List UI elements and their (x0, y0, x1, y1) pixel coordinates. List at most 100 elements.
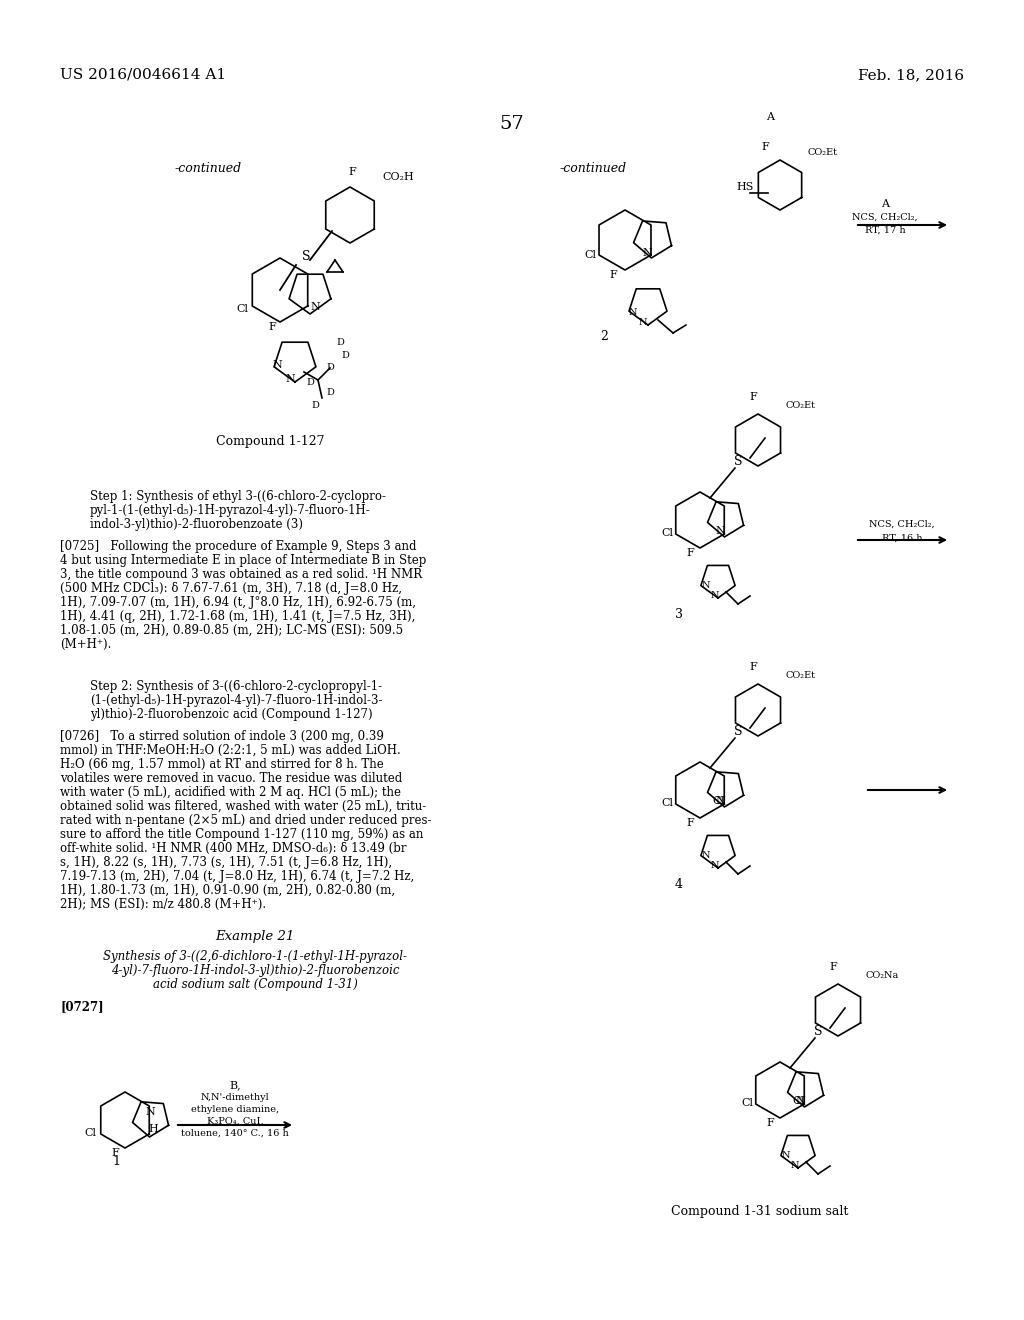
Text: NCS, CH₂Cl₂,: NCS, CH₂Cl₂, (852, 213, 918, 222)
Text: s, 1H), 8.22 (s, 1H), 7.73 (s, 1H), 7.51 (t, J=6.8 Hz, 1H),: s, 1H), 8.22 (s, 1H), 7.73 (s, 1H), 7.51… (60, 855, 392, 869)
Text: (1-(ethyl-d₅)-1H-pyrazol-4-yl)-7-fluoro-1H-indol-3-: (1-(ethyl-d₅)-1H-pyrazol-4-yl)-7-fluoro-… (90, 694, 383, 708)
Text: Example 21: Example 21 (215, 931, 295, 942)
Text: rated with n-pentane (2×5 mL) and dried under reduced pres-: rated with n-pentane (2×5 mL) and dried … (60, 814, 431, 828)
Text: N: N (795, 1096, 805, 1106)
Text: Cl: Cl (662, 799, 673, 808)
Text: ethylene diamine,: ethylene diamine, (190, 1105, 280, 1114)
Text: CO₂H: CO₂H (382, 172, 414, 182)
Text: 1H), 1.80-1.73 (m, 1H), 0.91-0.90 (m, 2H), 0.82-0.80 (m,: 1H), 1.80-1.73 (m, 1H), 0.91-0.90 (m, 2H… (60, 884, 395, 898)
Text: 3, the title compound 3 was obtained as a red solid. ¹H NMR: 3, the title compound 3 was obtained as … (60, 568, 422, 581)
Text: H: H (148, 1125, 158, 1134)
Text: Cl: Cl (84, 1129, 96, 1138)
Text: toluene, 140° C., 16 h: toluene, 140° C., 16 h (181, 1129, 289, 1138)
Text: Cl: Cl (662, 528, 673, 539)
Text: D: D (326, 363, 334, 372)
Text: 57: 57 (500, 115, 524, 133)
Text: D: D (311, 401, 318, 411)
Text: Feb. 18, 2016: Feb. 18, 2016 (858, 69, 964, 82)
Text: N: N (711, 591, 719, 601)
Text: 2H); MS (ESI): m/z 480.8 (M+H⁺).: 2H); MS (ESI): m/z 480.8 (M+H⁺). (60, 898, 266, 911)
Text: obtained solid was filtered, washed with water (25 mL), tritu-: obtained solid was filtered, washed with… (60, 800, 426, 813)
Text: N: N (272, 360, 282, 370)
Text: D: D (326, 388, 334, 397)
Text: Cl: Cl (712, 796, 724, 807)
Text: A: A (766, 112, 774, 121)
Text: [0726]   To a stirred solution of indole 3 (200 mg, 0.39: [0726] To a stirred solution of indole 3… (60, 730, 384, 743)
Text: S: S (734, 455, 742, 469)
Text: yl)thio)-2-fluorobenzoic acid (Compound 1-127): yl)thio)-2-fluorobenzoic acid (Compound … (90, 708, 373, 721)
Text: acid sodium salt (Compound 1-31): acid sodium salt (Compound 1-31) (153, 978, 357, 991)
Text: Synthesis of 3-((2,6-dichloro-1-(1-ethyl-1H-pyrazol-: Synthesis of 3-((2,6-dichloro-1-(1-ethyl… (103, 950, 407, 964)
Text: Cl: Cl (792, 1096, 804, 1106)
Text: HS: HS (736, 182, 754, 191)
Text: F: F (609, 271, 616, 280)
Text: K₃PO₄, CuI,: K₃PO₄, CuI, (207, 1117, 263, 1126)
Text: H₂O (66 mg, 1.57 mmol) at RT and stirred for 8 h. The: H₂O (66 mg, 1.57 mmol) at RT and stirred… (60, 758, 384, 771)
Text: S: S (302, 249, 310, 263)
Text: volatiles were removed in vacuo. The residue was diluted: volatiles were removed in vacuo. The res… (60, 772, 402, 785)
Text: pyl-1-(1-(ethyl-d₅)-1H-pyrazol-4-yl)-7-fluoro-1H-: pyl-1-(1-(ethyl-d₅)-1H-pyrazol-4-yl)-7-f… (90, 504, 371, 517)
Text: F: F (750, 392, 757, 403)
Text: NCS, CH₂Cl₂,: NCS, CH₂Cl₂, (869, 520, 935, 529)
Text: 4 but using Intermediate E in place of Intermediate B in Step: 4 but using Intermediate E in place of I… (60, 554, 426, 568)
Text: CO₂Et: CO₂Et (808, 148, 838, 157)
Text: N: N (701, 851, 711, 861)
Text: D: D (341, 351, 349, 360)
Text: N: N (310, 302, 319, 312)
Text: 3: 3 (675, 609, 683, 620)
Text: S: S (814, 1026, 822, 1038)
Text: (500 MHz CDCl₃): δ 7.67-7.61 (m, 3H), 7.18 (d, J=8.0 Hz,: (500 MHz CDCl₃): δ 7.67-7.61 (m, 3H), 7.… (60, 582, 402, 595)
Text: 1.08-1.05 (m, 2H), 0.89-0.85 (m, 2H); LC-MS (ESI): 509.5: 1.08-1.05 (m, 2H), 0.89-0.85 (m, 2H); LC… (60, 624, 403, 638)
Text: Cl: Cl (236, 304, 248, 314)
Text: N: N (285, 374, 295, 384)
Text: Compound 1-31 sodium salt: Compound 1-31 sodium salt (672, 1205, 849, 1218)
Text: mmol) in THF:MeOH:H₂O (2:2:1, 5 mL) was added LiOH.: mmol) in THF:MeOH:H₂O (2:2:1, 5 mL) was … (60, 744, 400, 756)
Text: -continued: -continued (560, 162, 627, 176)
Text: [0727]: [0727] (60, 1001, 103, 1012)
Text: 4-yl)-7-fluoro-1H-indol-3-yl)thio)-2-fluorobenzoic: 4-yl)-7-fluoro-1H-indol-3-yl)thio)-2-flu… (111, 964, 399, 977)
Text: N: N (711, 861, 719, 870)
Text: Cl: Cl (741, 1098, 753, 1107)
Text: N: N (642, 248, 652, 257)
Text: CO₂Na: CO₂Na (866, 972, 899, 979)
Text: indol-3-yl)thio)-2-fluorobenzoate (3): indol-3-yl)thio)-2-fluorobenzoate (3) (90, 517, 303, 531)
Text: 4: 4 (675, 878, 683, 891)
Text: RT, 16 h: RT, 16 h (882, 535, 923, 543)
Text: F: F (348, 168, 356, 177)
Text: S: S (734, 725, 742, 738)
Text: [0725]   Following the procedure of Example 9, Steps 3 and: [0725] Following the procedure of Exampl… (60, 540, 417, 553)
Text: N: N (639, 318, 647, 327)
Text: N: N (715, 525, 725, 536)
Text: CO₂Et: CO₂Et (786, 671, 816, 680)
Text: 7.19-7.13 (m, 2H), 7.04 (t, J=8.0 Hz, 1H), 6.74 (t, J=7.2 Hz,: 7.19-7.13 (m, 2H), 7.04 (t, J=8.0 Hz, 1H… (60, 870, 415, 883)
Text: D: D (306, 378, 314, 387)
Text: A: A (881, 199, 889, 209)
Text: N: N (715, 796, 725, 807)
Text: with water (5 mL), acidified with 2 M aq. HCl (5 mL); the: with water (5 mL), acidified with 2 M aq… (60, 785, 401, 799)
Text: 1: 1 (112, 1155, 120, 1168)
Text: F: F (112, 1148, 119, 1158)
Text: F: F (750, 663, 757, 672)
Text: off-white solid. ¹H NMR (400 MHz, DMSO-d₆): δ 13.49 (br: off-white solid. ¹H NMR (400 MHz, DMSO-d… (60, 842, 407, 855)
Text: CO₂Et: CO₂Et (786, 401, 816, 411)
Text: N: N (145, 1107, 155, 1117)
Text: F: F (766, 1118, 774, 1129)
Text: F: F (761, 143, 769, 152)
Text: N: N (781, 1151, 791, 1160)
Text: N: N (701, 581, 711, 590)
Text: 2: 2 (600, 330, 608, 343)
Text: F: F (686, 548, 694, 558)
Text: US 2016/0046614 A1: US 2016/0046614 A1 (60, 69, 226, 82)
Text: Step 1: Synthesis of ethyl 3-((6-chloro-2-cyclopro-: Step 1: Synthesis of ethyl 3-((6-chloro-… (90, 490, 386, 503)
Text: Compound 1-127: Compound 1-127 (216, 436, 325, 447)
Text: Step 2: Synthesis of 3-((6-chloro-2-cyclopropyl-1-: Step 2: Synthesis of 3-((6-chloro-2-cycl… (90, 680, 382, 693)
Text: (M+H⁺).: (M+H⁺). (60, 638, 112, 651)
Text: F: F (268, 322, 275, 333)
Text: -continued: -continued (175, 162, 242, 176)
Text: F: F (686, 818, 694, 828)
Text: sure to afford the title Compound 1-127 (110 mg, 59%) as an: sure to afford the title Compound 1-127 … (60, 828, 423, 841)
Text: 1H), 7.09-7.07 (m, 1H), 6.94 (t, J°8.0 Hz, 1H), 6.92-6.75 (m,: 1H), 7.09-7.07 (m, 1H), 6.94 (t, J°8.0 H… (60, 597, 416, 609)
Text: Cl: Cl (584, 249, 596, 260)
Text: F: F (829, 962, 837, 972)
Text: B,: B, (229, 1080, 241, 1090)
